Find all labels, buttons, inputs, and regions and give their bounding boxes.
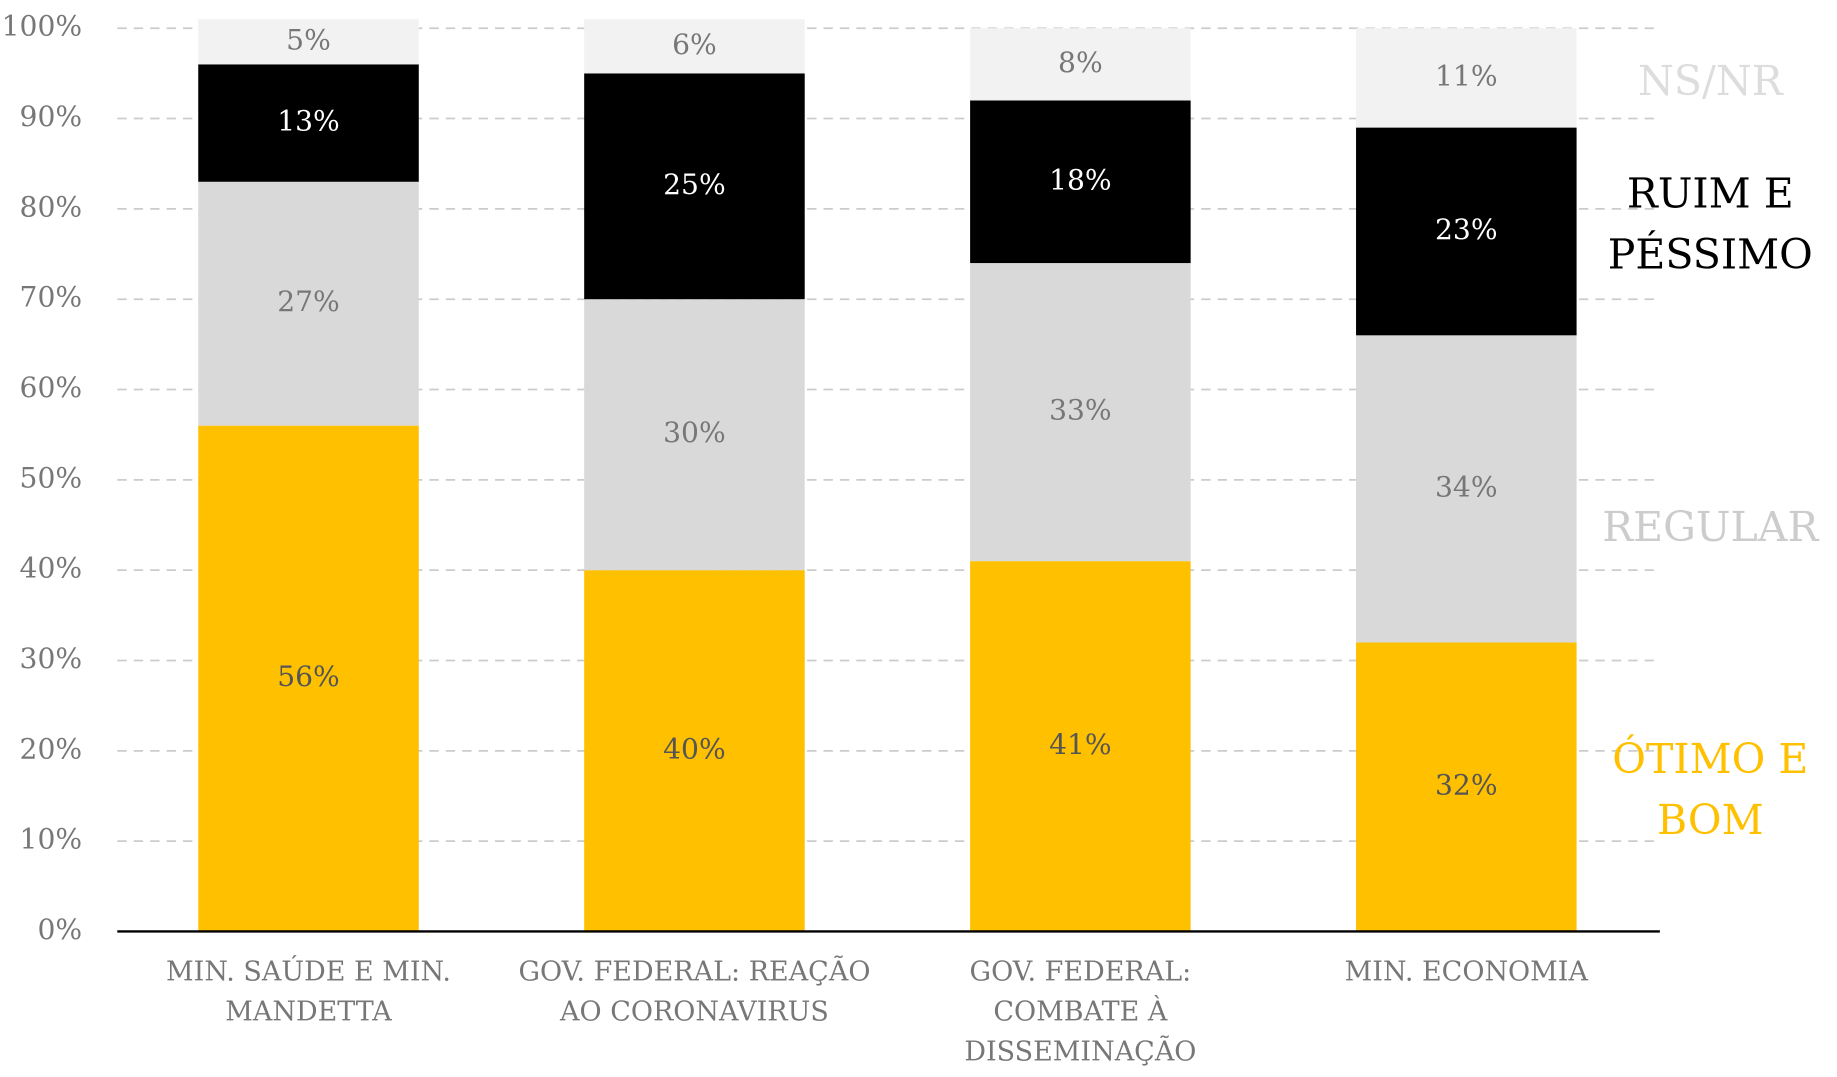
x-tick-label: GOV. FEDERAL: REAÇÃO AO CORONAVIRUS xyxy=(518,957,871,1028)
data-label: 8% xyxy=(1058,46,1103,79)
data-label: 6% xyxy=(672,28,717,61)
legend-entry-box: RUIM E PÉSSIMO xyxy=(1607,171,1813,280)
bar-segment xyxy=(1356,28,1577,128)
bar-segment xyxy=(970,561,1191,932)
bar-segment xyxy=(1356,335,1577,643)
bar-segment xyxy=(970,263,1191,562)
data-label: 41% xyxy=(1049,728,1112,761)
y-tick-label: 20% xyxy=(20,732,83,765)
data-label: 25% xyxy=(663,168,726,201)
bar-segment xyxy=(584,570,805,932)
bar-segment xyxy=(198,64,419,182)
y-tick-label: 30% xyxy=(20,642,83,675)
y-tick-label: 100% xyxy=(2,10,82,43)
legend-entry-box: NS/NR xyxy=(1637,58,1783,106)
legend-entry-box: REGULAR xyxy=(1602,504,1819,552)
legend-entry: NS/NR xyxy=(1637,58,1783,106)
data-label: 30% xyxy=(663,416,726,449)
x-tick-label: GOV. FEDERAL: COMBATE À DISSEMINAÇÃO xyxy=(964,957,1197,1068)
data-label: 27% xyxy=(277,285,340,318)
x-tick-label-box: MIN. ECONOMIA xyxy=(1344,957,1588,988)
data-label: 5% xyxy=(286,23,331,56)
data-label: 40% xyxy=(663,732,726,765)
legend-entry-box: ÓTIMO E BOM xyxy=(1612,736,1809,845)
legend-entry: ÓTIMO E BOM xyxy=(1612,736,1809,845)
bar-segment xyxy=(970,28,1191,101)
x-tick-label-box: GOV. FEDERAL: COMBATE À DISSEMINAÇÃO xyxy=(964,957,1197,1068)
data-label: 56% xyxy=(277,660,340,693)
y-tick-label: 70% xyxy=(20,281,83,314)
bar-segment xyxy=(584,73,805,300)
bar-segment xyxy=(970,100,1191,264)
x-tick-label: MIN. ECONOMIA xyxy=(1344,957,1588,988)
data-label: 11% xyxy=(1435,59,1498,92)
bar-segment xyxy=(1356,642,1577,932)
data-label: 34% xyxy=(1435,470,1498,503)
y-tick-label: 60% xyxy=(20,371,83,404)
legend-entry: REGULAR xyxy=(1602,504,1819,552)
y-tick-label: 80% xyxy=(20,190,83,223)
x-tick-label-box: GOV. FEDERAL: REAÇÃO AO CORONAVIRUS xyxy=(518,957,871,1028)
y-tick-label: 90% xyxy=(20,100,83,133)
data-label: 23% xyxy=(1435,213,1498,246)
data-label: 32% xyxy=(1435,768,1498,801)
data-label: 13% xyxy=(277,105,340,138)
bar-segment xyxy=(198,19,419,65)
bar-segment xyxy=(1356,127,1577,336)
y-tick-label: 50% xyxy=(20,461,83,494)
y-tick-label: 10% xyxy=(20,823,83,856)
data-label: 18% xyxy=(1049,163,1112,196)
bar-segment xyxy=(198,181,419,426)
legend-entry: RUIM E PÉSSIMO xyxy=(1607,171,1813,280)
data-label: 33% xyxy=(1049,394,1112,427)
bar-segment xyxy=(584,19,805,74)
x-tick-label: MIN. SAÚDE E MIN. MANDETTA xyxy=(166,957,451,1028)
y-tick-label: 0% xyxy=(37,913,82,946)
y-tick-label: 40% xyxy=(20,552,83,585)
bar-segment xyxy=(198,425,419,932)
x-tick-label-box: MIN. SAÚDE E MIN. MANDETTA xyxy=(166,957,451,1028)
bar-segment xyxy=(584,299,805,571)
